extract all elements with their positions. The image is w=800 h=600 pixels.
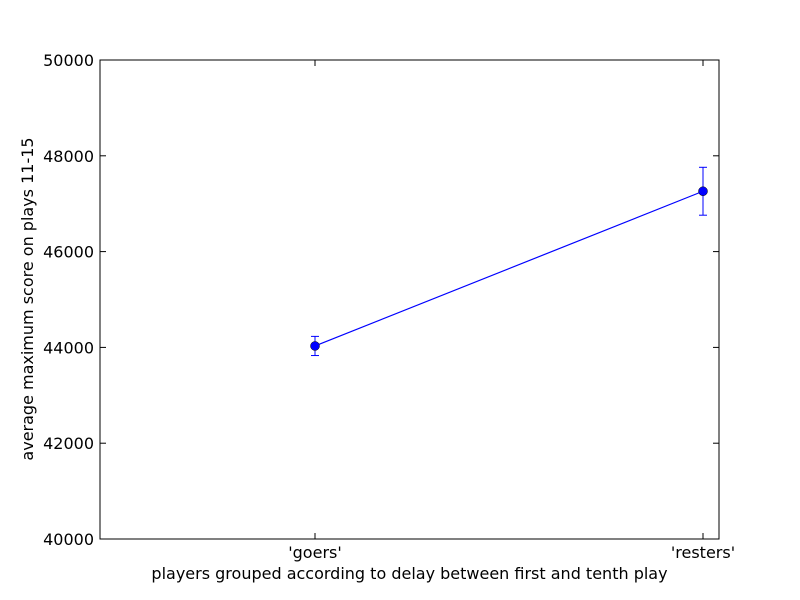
y-axis-label: average maximum score on plays 11-15 — [18, 137, 37, 460]
x-tick-label: 'goers' — [288, 543, 342, 562]
y-tick-label: 48000 — [43, 147, 94, 166]
y-tick-label: 40000 — [43, 530, 94, 549]
series-line — [314, 190, 704, 347]
y-tick-label: 50000 — [43, 51, 94, 70]
data-point — [698, 186, 708, 196]
y-axis-ticks: 40000 42000 44000 46000 48000 50000 — [43, 51, 719, 549]
x-axis-ticks: 'goers' 'resters' — [288, 60, 735, 562]
x-axis-label: players grouped according to delay betwe… — [151, 564, 667, 583]
x-tick-label: 'resters' — [671, 543, 735, 562]
data-point — [310, 341, 320, 351]
series-layer — [310, 166, 708, 357]
y-tick-label: 42000 — [43, 434, 94, 453]
y-tick-label: 46000 — [43, 243, 94, 262]
y-tick-label: 44000 — [43, 338, 94, 357]
plot-area — [99, 59, 720, 540]
